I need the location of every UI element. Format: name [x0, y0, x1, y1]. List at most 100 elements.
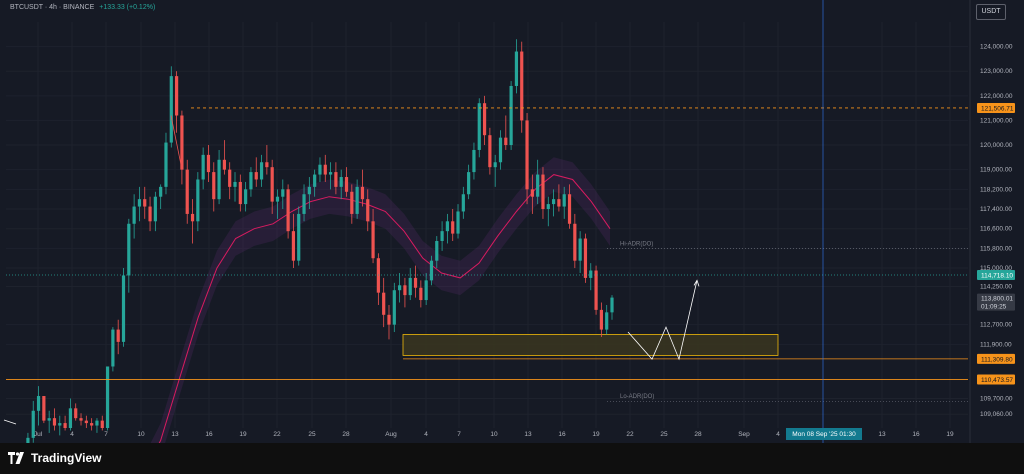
price-tick-label: 118,200.00: [980, 186, 1012, 193]
candle-body: [31, 410, 35, 438]
candle-body: [461, 194, 465, 212]
brand-name: TradingView: [31, 451, 102, 465]
candle-body: [583, 238, 588, 278]
candle-body: [573, 223, 577, 261]
projected-arrow-head: [693, 279, 700, 287]
time-tick-label: 28: [342, 431, 350, 438]
candle-body: [249, 172, 253, 190]
candle-body: [599, 309, 603, 330]
time-tick-label: 4: [776, 431, 780, 438]
candle-body: [127, 223, 131, 276]
candle-body: [286, 189, 290, 232]
candle-body: [355, 186, 359, 214]
time-tick-label: 16: [205, 431, 213, 438]
candle-body: [504, 137, 508, 146]
candle-body: [408, 277, 412, 296]
candle-body: [318, 164, 322, 175]
candle-body: [467, 172, 471, 195]
currency-selector[interactable]: USDT: [976, 4, 1006, 20]
candle-body: [302, 194, 306, 214]
level-badge-label: 121,506.71: [981, 105, 1014, 112]
candle-body: [472, 149, 476, 173]
ma-band: [150, 157, 610, 443]
candle-body: [185, 169, 189, 214]
candle-body: [360, 186, 365, 200]
candle-body: [175, 76, 179, 116]
candle-body: [546, 204, 550, 210]
candle-body: [525, 120, 529, 190]
candle-body: [551, 199, 556, 205]
candle-body: [281, 189, 285, 197]
candle-body: [297, 213, 301, 261]
candle-body: [482, 103, 487, 136]
candle-body: [520, 51, 524, 121]
time-tick-label: 13: [524, 431, 532, 438]
candle-body: [100, 420, 104, 428]
tradingview-logo[interactable]: TradingView: [8, 451, 101, 465]
candle-body: [366, 199, 370, 222]
crosshair-date-badge: [786, 428, 862, 440]
candle-body: [121, 275, 126, 342]
time-tick-label: 10: [490, 431, 498, 438]
candle-body: [488, 135, 492, 168]
footer-bar: TradingView: [0, 443, 1024, 474]
symbol-title: BTCUSDT · 4h · BINANCE: [10, 4, 95, 11]
candle-body: [26, 437, 30, 443]
candle-body: [164, 142, 168, 187]
candle-body: [594, 270, 598, 310]
candle-body: [403, 285, 407, 296]
level-badge-label: 114,718.10: [981, 272, 1013, 279]
price-tick-label: 112,700.00: [980, 322, 1012, 329]
time-tick-label: 22: [626, 431, 634, 438]
candle-body: [451, 221, 455, 234]
candle-body: [456, 211, 460, 234]
time-tick-label: 13: [171, 431, 179, 438]
candle-body: [557, 199, 561, 207]
time-tick-label: 4: [70, 431, 74, 438]
candle-body: [259, 162, 264, 180]
time-tick-label: 10: [137, 431, 145, 438]
candle-body: [222, 159, 226, 170]
chart-svg[interactable]: Hi-ADR(DO) Lo-ADR(DO) 124,000.00 123,000.00…: [0, 0, 1024, 443]
level-badge: [977, 353, 1015, 364]
candle-body: [610, 297, 614, 313]
candle-body: [47, 418, 51, 421]
time-tick-label: 22: [273, 431, 281, 438]
candle-body: [275, 196, 280, 202]
price-change: +133.33 (+0.12%): [99, 4, 156, 11]
time-tick-label: 7: [104, 431, 108, 438]
price-tick-label: 109,700.00: [980, 395, 1013, 402]
candle-body: [413, 277, 418, 288]
lo-adr-label: Lo-ADR(DO): [620, 394, 654, 400]
time-tick-label: 19: [239, 431, 247, 438]
candle-body: [111, 329, 115, 367]
candle-body: [605, 312, 609, 330]
price-tick-label: 116,600.00: [980, 226, 1012, 233]
candle-body: [148, 206, 152, 222]
candle-body: [307, 186, 311, 195]
candle-body: [68, 408, 73, 428]
candle-body: [567, 194, 572, 224]
candle-body: [350, 191, 354, 214]
candle-body: [190, 213, 195, 222]
projected-path: [627, 280, 698, 361]
time-tick-label: 16: [912, 431, 920, 438]
candle-body: [233, 181, 237, 187]
candle-body: [419, 287, 423, 301]
time-tick-label: 28: [694, 431, 702, 438]
tradingview-icon: [8, 452, 24, 464]
candle-body: [244, 189, 248, 205]
drawing-segment: [3, 419, 17, 425]
candle-body: [392, 290, 396, 325]
current-price-badge: [977, 293, 1015, 311]
candle-body: [530, 189, 534, 197]
crosshair-date-label: Mon 08 Sep '25 01:30: [792, 431, 856, 438]
candle-body: [90, 423, 94, 426]
time-tick-label: 4: [424, 431, 428, 438]
candle-body: [153, 196, 157, 222]
hi-adr-label: Hi-ADR(DO): [620, 242, 653, 248]
price-tick-label: 121,000.00: [980, 117, 1013, 124]
time-tick-label: Aug: [385, 431, 397, 438]
candle-body: [201, 154, 205, 180]
